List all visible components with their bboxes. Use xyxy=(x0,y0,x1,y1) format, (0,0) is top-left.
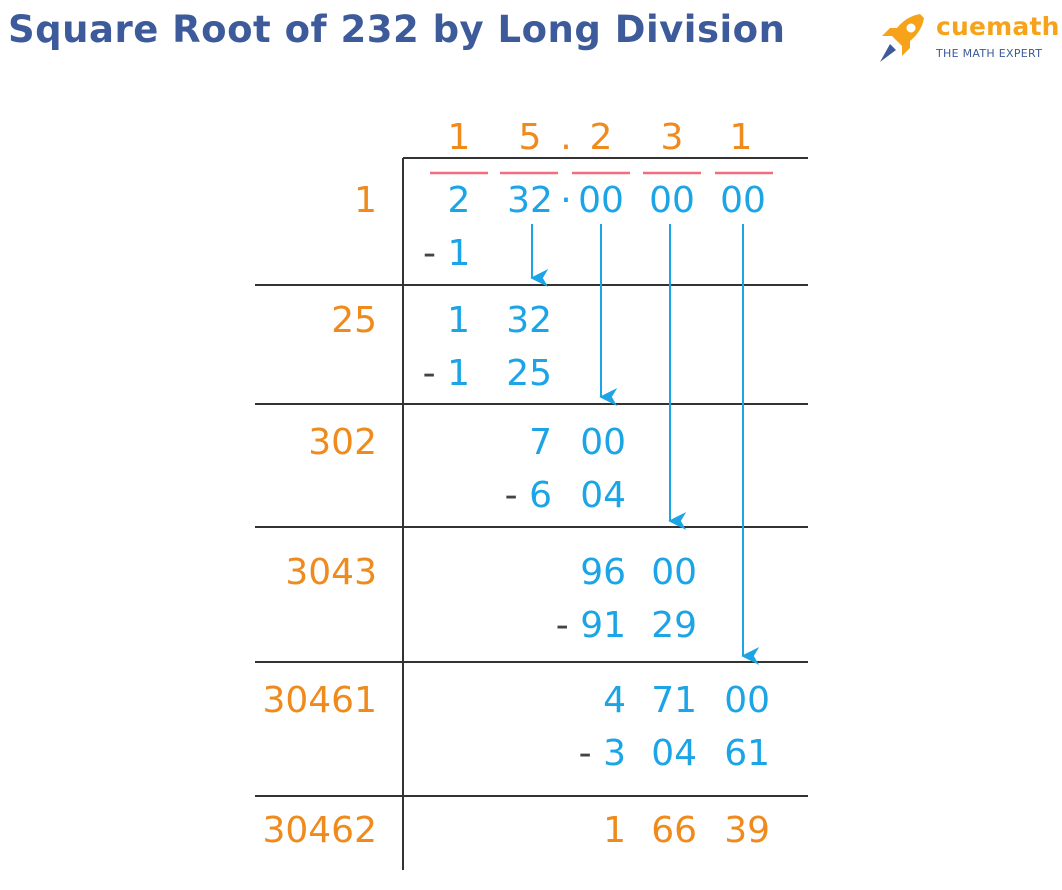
step-value: 00 xyxy=(580,422,626,463)
divisor-column: 1 25 302 3043 30461 30462 xyxy=(262,180,377,851)
dividend-pair: 00 xyxy=(578,180,624,221)
subtract-digits: 3 xyxy=(603,733,626,774)
divisor: 1 xyxy=(354,180,377,221)
step-subtract: 29 xyxy=(651,605,697,646)
step-subtract: 25 xyxy=(506,353,552,394)
step-4: 96 00 29 xyxy=(580,552,697,646)
subtract-term: - 1 xyxy=(423,233,470,274)
step-subtract: 04 xyxy=(580,475,626,516)
dividend-pair: 00 xyxy=(720,180,766,221)
brand-tagline: THE MATH EXPERT xyxy=(936,47,1043,60)
remainder-digits: 66 xyxy=(651,810,697,851)
divisor: 3043 xyxy=(285,552,377,593)
dividend-pair: 00 xyxy=(649,180,695,221)
quotient-decimal-point: . xyxy=(560,117,571,158)
quotient-digit: 1 xyxy=(730,117,753,158)
step-subtract-lead: - 3 xyxy=(579,733,626,774)
division-frame xyxy=(255,157,808,870)
remainder-row: 1 66 39 xyxy=(603,810,770,851)
step-value: 00 xyxy=(651,552,697,593)
divisor: 30461 xyxy=(262,680,377,721)
bring-down-arrows xyxy=(530,224,760,665)
subtract-digits: 1 xyxy=(447,233,470,274)
remainder-digits: 39 xyxy=(724,810,770,851)
step-subtract: 04 xyxy=(651,733,697,774)
step-subtract: 61 xyxy=(724,733,770,774)
step-value: 71 xyxy=(651,680,697,721)
subtract-digits: 1 xyxy=(447,353,470,394)
quotient-row: 1 5 . 2 3 1 xyxy=(448,117,753,158)
step-value: 7 xyxy=(529,422,552,463)
step-value: 32 xyxy=(506,300,552,341)
quotient-digit: 5 xyxy=(519,117,542,158)
brand-name: cuemath xyxy=(936,12,1060,41)
subtract-digits: 6 xyxy=(529,475,552,516)
divisor: 302 xyxy=(308,422,377,463)
dividend-pair: 2 xyxy=(448,180,471,221)
step-2: 1 32 25 xyxy=(447,300,552,394)
step-subtract-lead: - 91 xyxy=(556,605,626,646)
dividend-pair: 32 xyxy=(507,180,553,221)
remainder-digits: 1 xyxy=(603,810,626,851)
step-subtract-lead: - 1 xyxy=(423,353,470,394)
dividend-decimal-point: · xyxy=(560,180,571,221)
step-5: 4 71 00 04 61 xyxy=(603,680,770,774)
divisor: 25 xyxy=(331,300,377,341)
quotient-digit: 1 xyxy=(448,117,471,158)
step-value: 96 xyxy=(580,552,626,593)
brand-logo: cuemath THE MATH EXPERT xyxy=(874,10,1059,70)
divisor: 30462 xyxy=(262,810,377,851)
step-3: 7 00 04 xyxy=(529,422,626,516)
subtract-digits: 91 xyxy=(580,605,626,646)
step-value: 00 xyxy=(724,680,770,721)
step-value: 1 xyxy=(447,300,470,341)
quotient-digit: 2 xyxy=(590,117,613,158)
dividend-row: 2 32 · 00 00 00 xyxy=(448,180,766,221)
page-title: Square Root of 232 by Long Division xyxy=(8,8,786,51)
step-value: 4 xyxy=(603,680,626,721)
step-subtract-lead: - 6 xyxy=(505,475,552,516)
quotient-digit: 3 xyxy=(661,117,684,158)
rocket-icon xyxy=(880,14,924,62)
